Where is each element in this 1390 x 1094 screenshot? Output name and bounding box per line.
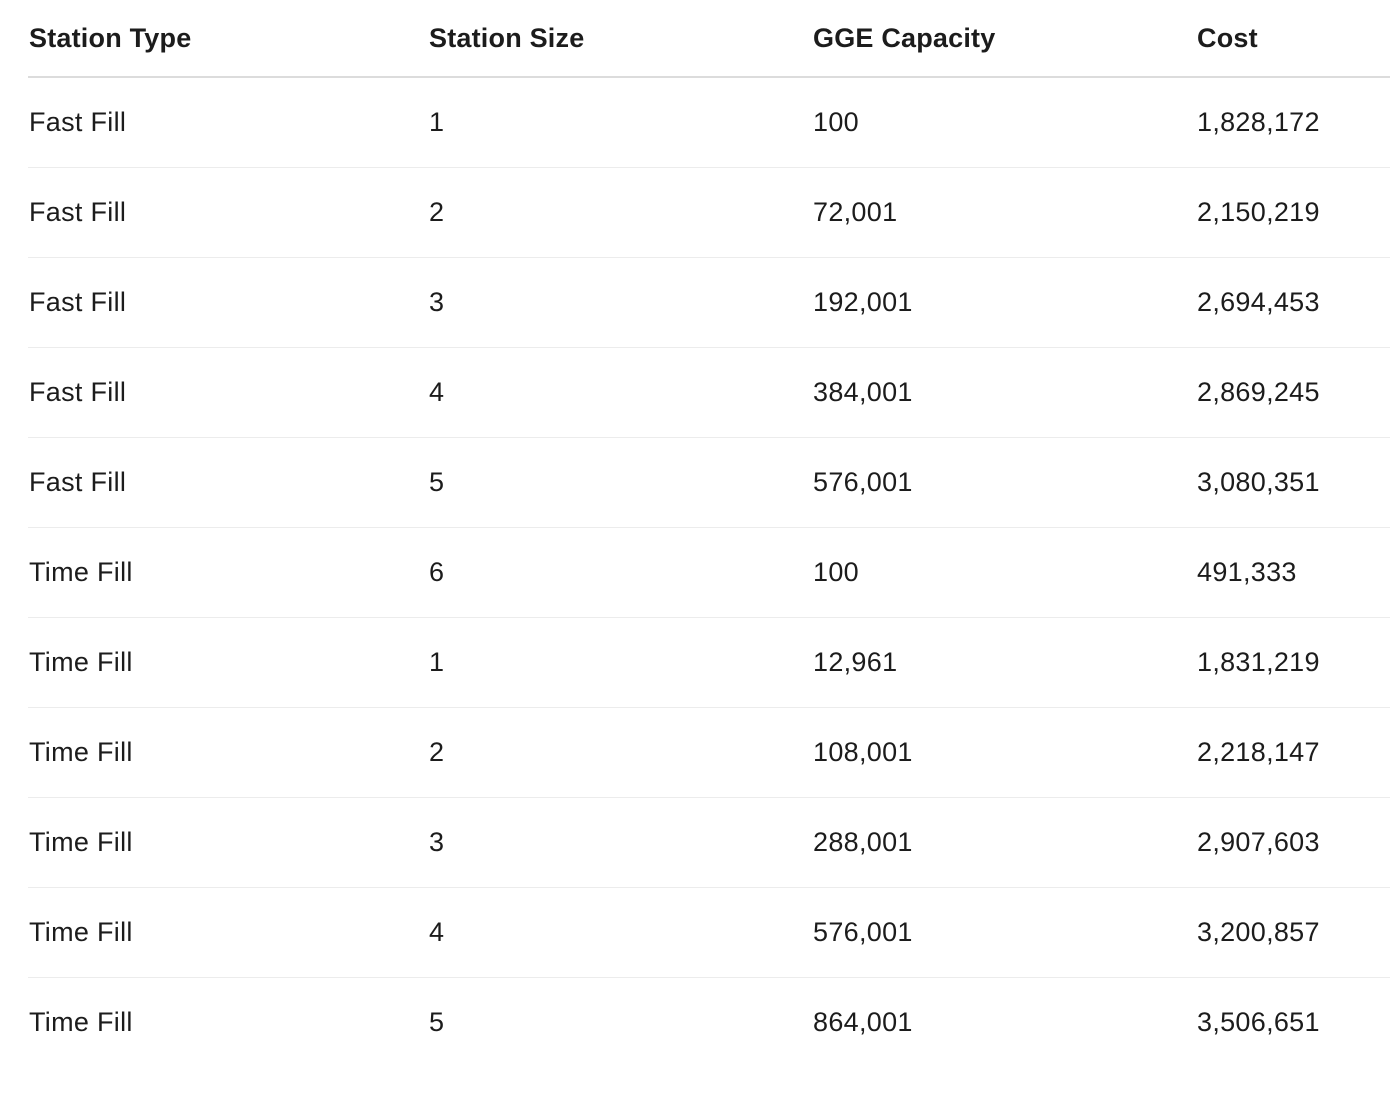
cell-cost: 1,831,219 xyxy=(1196,617,1390,708)
cell-gge-capacity: 288,001 xyxy=(812,797,1196,888)
cell-station-size: 4 xyxy=(428,887,812,978)
cell-station-type: Time Fill xyxy=(28,797,428,888)
cell-gge-capacity: 100 xyxy=(812,77,1196,168)
table-row: Fast Fill 3 192,001 2,694,453 xyxy=(28,257,1390,348)
cell-station-size: 2 xyxy=(428,707,812,798)
cell-cost: 2,150,219 xyxy=(1196,167,1390,258)
cell-station-type: Time Fill xyxy=(28,617,428,708)
cell-station-type: Time Fill xyxy=(28,887,428,978)
table-row: Time Fill 4 576,001 3,200,857 xyxy=(28,887,1390,978)
cell-gge-capacity: 384,001 xyxy=(812,347,1196,438)
table-row: Fast Fill 5 576,001 3,080,351 xyxy=(28,437,1390,528)
station-cost-table: Station Type Station Size GGE Capacity C… xyxy=(28,0,1390,1067)
cell-station-type: Fast Fill xyxy=(28,77,428,168)
table-row: Time Fill 3 288,001 2,907,603 xyxy=(28,797,1390,888)
table-row: Fast Fill 2 72,001 2,150,219 xyxy=(28,167,1390,258)
header-row: Station Type Station Size GGE Capacity C… xyxy=(28,0,1390,78)
cell-gge-capacity: 100 xyxy=(812,527,1196,618)
cell-station-size: 3 xyxy=(428,797,812,888)
table-row: Time Fill 1 12,961 1,831,219 xyxy=(28,617,1390,708)
table-row: Time Fill 6 100 491,333 xyxy=(28,527,1390,618)
cell-station-size: 5 xyxy=(429,1007,445,1037)
cell-cost: 2,218,147 xyxy=(1196,707,1390,798)
table-header: Station Type Station Size GGE Capacity C… xyxy=(28,0,1390,78)
cell-station-size: 6 xyxy=(428,527,812,618)
cell-station-type: Fast Fill xyxy=(28,167,428,258)
cell-cost: 2,907,603 xyxy=(1196,797,1390,888)
header-station-size: Station Size xyxy=(428,0,812,78)
cell-cost: 491,333 xyxy=(1196,527,1390,618)
cell-gge-capacity: 576,001 xyxy=(812,437,1196,528)
cell-gge-capacity: 192,001 xyxy=(812,257,1196,348)
table-body: Fast Fill 1 100 1,828,172 Fast Fill 2 72,001 2,… xyxy=(28,77,1390,1067)
cell-gge-capacity: 576,001 xyxy=(812,887,1196,978)
cell-gge-capacity: 72,001 xyxy=(812,167,1196,258)
data-table-container: Station Type Station Size GGE Capacity C… xyxy=(28,0,1390,1067)
header-cost: Cost xyxy=(1196,0,1390,78)
cell-cost: 3,506,651 xyxy=(1197,1007,1320,1037)
cell-station-size: 3 xyxy=(428,257,812,348)
cell-station-size: 4 xyxy=(428,347,812,438)
table-row: Fast Fill 4 384,001 2,869,245 xyxy=(28,347,1390,438)
cell-cost: 3,080,351 xyxy=(1196,437,1390,528)
cell-station-size: 1 xyxy=(428,77,812,168)
table-row: Fast Fill 1 100 1,828,172 xyxy=(28,77,1390,168)
cell-station-type: Fast Fill xyxy=(28,437,428,528)
table-row: Time Fill 2 108,001 2,218,147 xyxy=(28,707,1390,798)
cell-station-size: 2 xyxy=(428,167,812,258)
cell-station-type: Fast Fill xyxy=(28,257,428,348)
cell-station-type: Time Fill xyxy=(28,707,428,798)
cell-station-type: Fast Fill xyxy=(28,347,428,438)
cell-gge-capacity: 108,001 xyxy=(812,707,1196,798)
cell-cost: 2,694,453 xyxy=(1196,257,1390,348)
header-station-type: Station Type xyxy=(28,0,428,78)
cell-cost: 1,828,172 xyxy=(1196,77,1390,168)
cell-gge-capacity: 864,001 xyxy=(813,1007,913,1037)
cell-cost: 3,200,857 xyxy=(1196,887,1390,978)
cell-gge-capacity: 12,961 xyxy=(812,617,1196,708)
header-gge-capacity: GGE Capacity xyxy=(812,0,1196,78)
cell-station-type: Time Fill xyxy=(29,1007,133,1037)
cell-station-type: Time Fill xyxy=(28,527,428,618)
cell-station-size: 1 xyxy=(428,617,812,708)
cell-station-size: 5 xyxy=(428,437,812,528)
cell-cost: 2,869,245 xyxy=(1196,347,1390,438)
table-row: Time Fill 5 864,001 3,506,651 xyxy=(28,978,1390,1068)
